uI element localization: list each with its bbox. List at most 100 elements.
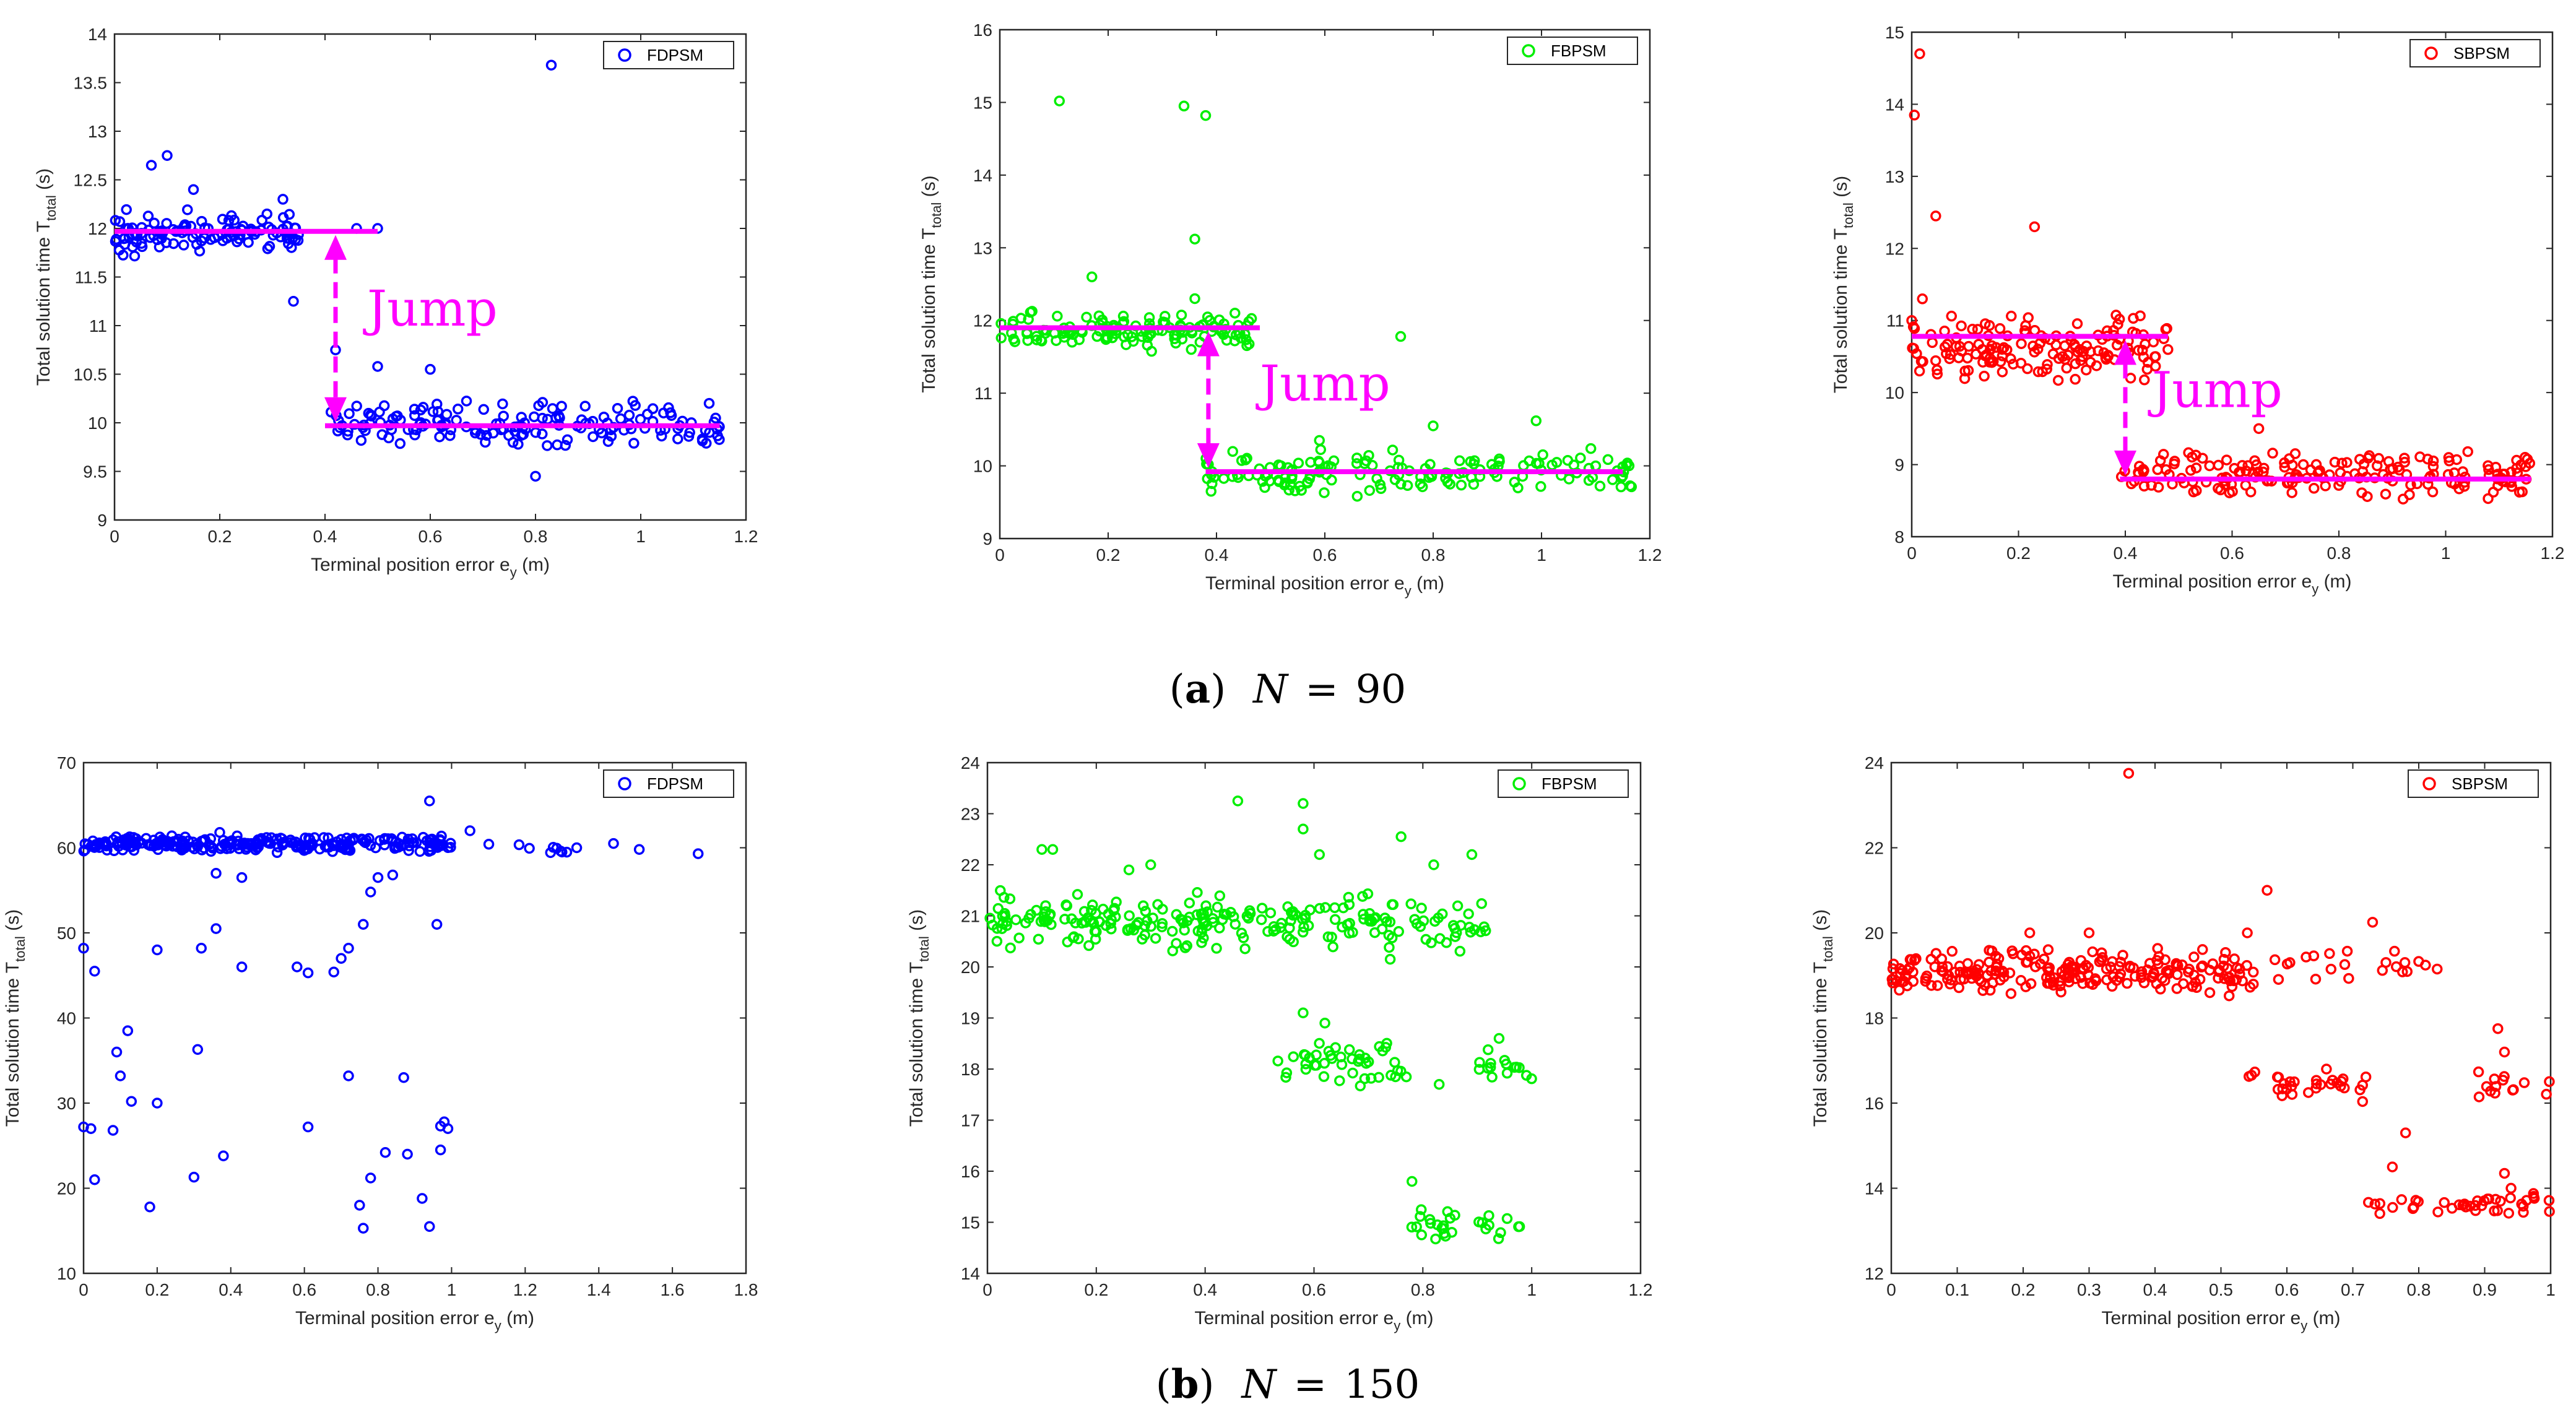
data-point: [2101, 963, 2112, 974]
legend-label: FBPSM: [1551, 41, 1607, 60]
data-point: [1932, 980, 1943, 991]
x-tick-label: 1.6: [661, 1280, 685, 1299]
data-point: [2383, 456, 2395, 467]
data-point: [2269, 954, 2281, 966]
data-point: [2286, 1081, 2297, 1092]
data-point: [2123, 768, 2135, 779]
data-point: [2114, 313, 2125, 325]
data-point: [1437, 908, 1448, 920]
data-point: [2397, 493, 2409, 505]
data-point: [445, 430, 456, 441]
data-point: [1205, 485, 1216, 497]
y-axis-label: Total solution time Ttotal (s): [919, 175, 944, 392]
data-point: [1078, 906, 1090, 917]
data-point: [318, 832, 329, 843]
data-point: [2078, 345, 2089, 357]
data-point: [2169, 456, 2180, 467]
y-tick-label: 18: [961, 1060, 980, 1079]
x-tick-label: 0.6: [2220, 544, 2244, 563]
data-point: [2325, 963, 2337, 975]
data-point: [410, 837, 422, 848]
data-point: [2489, 1088, 2500, 1099]
data-point: [2136, 344, 2148, 356]
scatter-points: [995, 95, 1637, 502]
data-point: [1359, 1073, 1371, 1085]
legend-box: [603, 769, 734, 798]
data-point: [1073, 933, 1084, 945]
data-point: [1425, 459, 1436, 470]
data-point: [2111, 339, 2123, 351]
data-point: [1486, 1072, 1498, 1083]
data-point: [1290, 485, 1301, 496]
caption-a-eq: =: [1305, 667, 1338, 712]
data-point: [142, 210, 154, 222]
data-point: [1354, 1054, 1365, 1065]
data-point: [2427, 486, 2439, 498]
data-point: [2490, 461, 2502, 473]
data-point: [2432, 1206, 2444, 1218]
data-point: [2453, 483, 2465, 495]
data-point: [2258, 462, 2270, 474]
data-point: [2050, 339, 2062, 351]
x-tick-label: 0.7: [2341, 1280, 2365, 1299]
data-point: [302, 1121, 314, 1133]
data-point: [2064, 970, 2076, 981]
data-point: [187, 836, 199, 847]
data-point: [417, 1193, 428, 1204]
data-point: [692, 848, 704, 859]
data-point: [394, 438, 406, 449]
y-tick-label: 10: [57, 1264, 76, 1283]
data-point: [1925, 980, 1937, 991]
data-point: [2297, 459, 2309, 470]
x-tick-label: 0.6: [2275, 1280, 2299, 1299]
data-point: [1117, 310, 1129, 322]
data-point: [149, 217, 160, 229]
data-point: [2245, 486, 2257, 498]
data-point: [2069, 339, 2080, 350]
data-point: [1454, 945, 1466, 957]
data-point: [2399, 456, 2410, 468]
data-point: [323, 832, 334, 844]
data-point: [402, 1148, 413, 1160]
data-point: [1537, 449, 1548, 461]
data-point: [1086, 271, 1098, 283]
data-point: [2160, 324, 2172, 335]
x-tick-label: 0.2: [208, 527, 232, 546]
data-point: [328, 966, 339, 977]
x-tick-label: 0: [1886, 1280, 1896, 1299]
x-tick-label: 1: [1527, 1280, 1537, 1299]
data-point: [218, 1150, 229, 1161]
data-point: [2213, 459, 2224, 471]
data-point: [442, 1123, 454, 1134]
x-tick-label: 0.4: [2114, 544, 2138, 563]
data-point: [1430, 1233, 1441, 1245]
data-point: [1583, 475, 1595, 486]
data-point: [2371, 460, 2383, 472]
data-point: [2045, 972, 2056, 984]
data-point: [2400, 1127, 2411, 1138]
legend: FDPSM: [603, 769, 734, 798]
data-point: [2191, 485, 2202, 496]
y-tick-label: 60: [57, 839, 76, 858]
caption-a-var: N: [1252, 667, 1289, 712]
data-point: [1493, 1033, 1505, 1044]
data-point: [1455, 479, 1467, 491]
data-point: [2362, 491, 2373, 502]
data-point: [288, 296, 299, 307]
y-tick-label: 20: [1865, 924, 1884, 943]
y-tick-label: 19: [961, 1009, 980, 1028]
data-point: [2029, 346, 2040, 358]
data-point: [2107, 956, 2118, 968]
x-axis-label: Terminal position error ey (m): [1194, 1308, 1433, 1333]
y-tick-label: 13: [1885, 167, 1904, 186]
data-point: [1994, 323, 2006, 334]
data-point: [2522, 454, 2533, 465]
data-point: [1984, 320, 1995, 331]
data-point: [1315, 444, 1327, 456]
data-point: [1468, 458, 1480, 470]
y-tick-label: 10: [88, 414, 107, 433]
data-point: [1171, 330, 1182, 341]
data-point: [2138, 480, 2150, 492]
data-point: [2505, 1182, 2517, 1194]
